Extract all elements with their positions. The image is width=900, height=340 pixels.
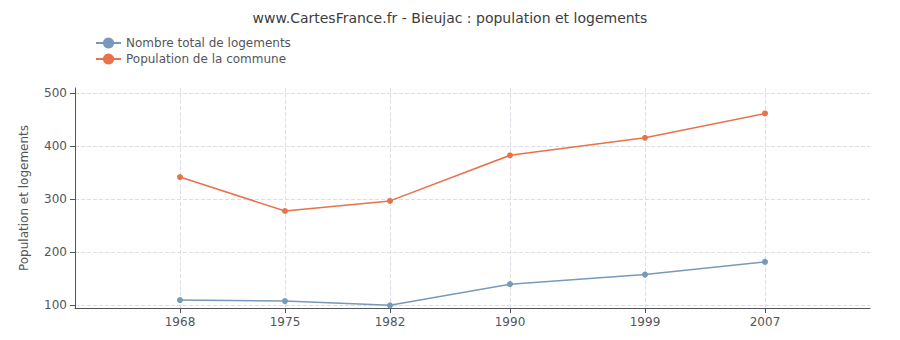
svg-text:300: 300 (44, 192, 67, 206)
svg-text:500: 500 (44, 86, 67, 100)
svg-text:Nombre total de logements: Nombre total de logements (126, 36, 291, 50)
svg-text:1999: 1999 (630, 315, 661, 329)
svg-text:www.CartesFrance.fr - Bieujac: www.CartesFrance.fr - Bieujac : populati… (253, 10, 648, 26)
svg-text:200: 200 (44, 245, 67, 259)
svg-text:1982: 1982 (375, 315, 406, 329)
svg-text:Population de la commune: Population de la commune (126, 52, 286, 66)
svg-text:400: 400 (44, 139, 67, 153)
svg-text:Population et logements: Population et logements (17, 125, 31, 271)
svg-text:1975: 1975 (270, 315, 301, 329)
svg-text:1968: 1968 (165, 315, 196, 329)
svg-text:1990: 1990 (495, 315, 526, 329)
svg-text:100: 100 (44, 298, 67, 312)
svg-text:2007: 2007 (750, 315, 781, 329)
